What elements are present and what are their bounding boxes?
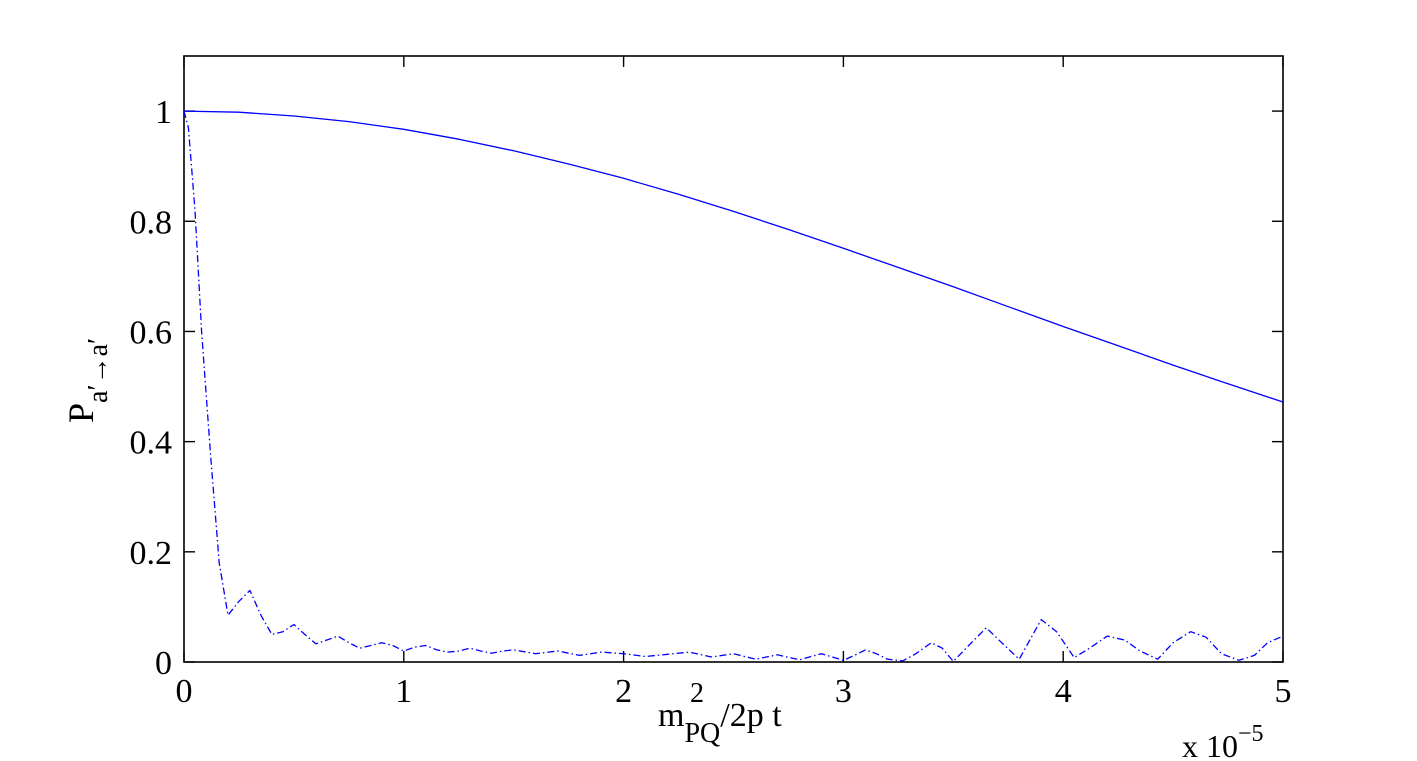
plot-frame xyxy=(183,55,1284,663)
x-tick-label: 2 xyxy=(615,673,632,710)
y-tick-label: 0.6 xyxy=(130,314,173,351)
x-multiplier-label: x 10−5 xyxy=(1182,721,1264,761)
y-axis-label: Pa′→a′ xyxy=(61,338,114,423)
series-line-solid xyxy=(183,110,1284,403)
x-multiplier-base: x 10 xyxy=(1182,728,1238,761)
tick-labels: 0 1 2 3 4 5 0 0.2 0.4 0.6 0.8 1 xyxy=(130,94,1292,710)
x-tick-label: 3 xyxy=(835,673,852,710)
y-tick-label: 0 xyxy=(155,645,172,682)
x-tick-label: 0 xyxy=(176,673,193,710)
x-tick-label: 1 xyxy=(395,673,412,710)
y-axis-label-base: P xyxy=(61,403,101,423)
svg-text:Pa′→a′: Pa′→a′ xyxy=(61,338,114,423)
x-tick-label: 5 xyxy=(1275,673,1292,710)
y-tick-label: 1 xyxy=(155,94,172,131)
y-tick-label: 0.4 xyxy=(130,425,173,462)
x-axis-label-rest: /2p t xyxy=(720,697,782,734)
x-tick-label: 4 xyxy=(1055,673,1072,710)
axis-ticks xyxy=(183,56,1284,663)
x-multiplier-exponent: −5 xyxy=(1238,721,1264,747)
y-tick-label: 0.2 xyxy=(130,535,173,572)
y-axis-label-subscript: a′→a′ xyxy=(83,338,114,403)
x-axis-label-subscript: PQ xyxy=(684,718,720,749)
series-layer xyxy=(183,110,1284,663)
x-axis-label-base: m xyxy=(658,697,684,734)
x-axis-label: mPQ/2p t xyxy=(658,697,782,749)
series-line-dashdot xyxy=(183,110,1284,663)
x-axis-label-superscript: 2 xyxy=(690,678,704,709)
y-tick-label: 0.8 xyxy=(130,204,173,241)
